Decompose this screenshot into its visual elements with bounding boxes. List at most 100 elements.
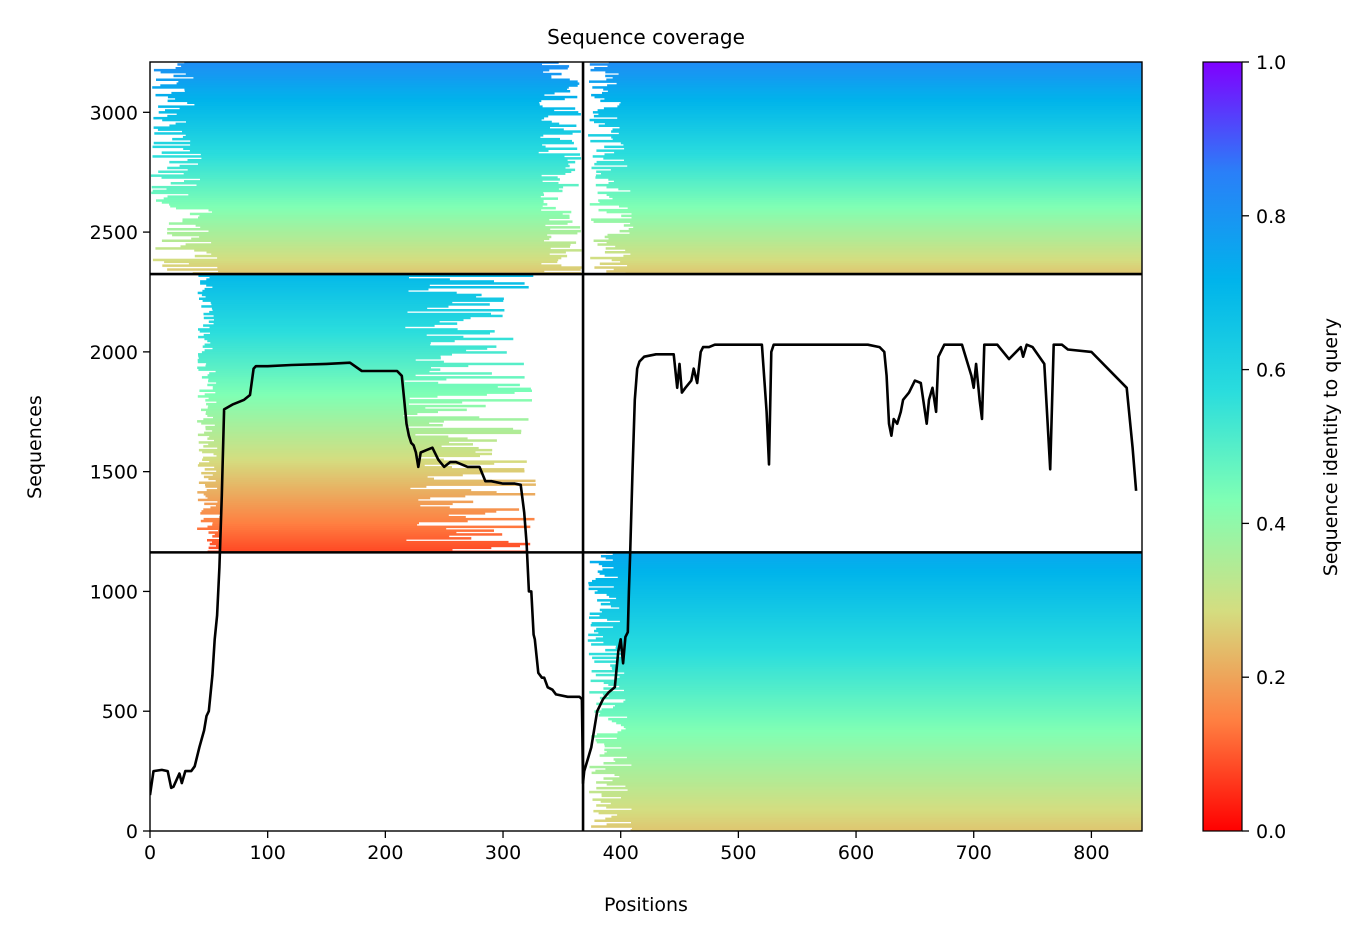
coverage-line — [150, 343, 1138, 796]
coverage-row — [591, 93, 1142, 97]
coverage-row — [202, 345, 497, 348]
coverage-row — [601, 794, 1142, 798]
coverage-row — [594, 629, 1142, 633]
coverage-row — [209, 542, 531, 546]
coverage-row — [613, 566, 1142, 569]
coverage-row — [212, 210, 572, 214]
coverage-row — [194, 254, 568, 258]
coverage-row — [615, 645, 1142, 648]
coverage-row — [202, 289, 409, 293]
coverage-row — [613, 268, 1142, 271]
coverage-row — [605, 817, 1142, 821]
coverage-row — [613, 625, 1142, 629]
coverage-row — [611, 719, 1142, 723]
coverage-row — [212, 286, 529, 289]
coverage-row — [207, 539, 407, 542]
coverage-row — [220, 537, 472, 540]
coverage-row — [206, 410, 438, 414]
coverage-row — [153, 126, 550, 129]
coverage-row — [597, 243, 1142, 246]
coverage-row — [155, 93, 545, 97]
coverage-row — [198, 162, 569, 166]
coverage-row — [617, 731, 1142, 734]
coverage-row — [604, 235, 1142, 239]
heatmap-blocks — [150, 62, 1142, 831]
x-axis-label: Positions — [604, 894, 688, 916]
coverage-row — [592, 86, 1142, 89]
coverage-row — [598, 113, 1142, 116]
heat-block-1 — [587, 551, 1142, 831]
coverage-row — [202, 299, 504, 302]
coverage-row — [627, 164, 1142, 168]
coverage-row — [619, 229, 1142, 233]
coverage-row — [624, 689, 1142, 692]
coverage-row — [599, 608, 1142, 612]
coverage-row — [207, 339, 455, 343]
coverage-row — [182, 130, 581, 133]
coverage-row — [221, 514, 449, 517]
coverage-row — [183, 147, 578, 150]
coverage-row — [619, 775, 1142, 778]
coverage-row — [598, 714, 1142, 717]
coverage-row — [182, 220, 573, 223]
coverage-row — [205, 364, 469, 368]
coverage-row — [206, 362, 524, 366]
coverage-row — [624, 671, 1142, 675]
coverage-row — [206, 284, 430, 287]
coverage-row — [596, 149, 1142, 152]
coverage-row — [625, 727, 1142, 730]
coverage-row — [589, 612, 1142, 615]
coverage-row — [213, 416, 480, 419]
x-tick-label: 200 — [367, 842, 403, 864]
colorbar: 0.0 0.2 0.4 0.6 0.8 1.0 Sequence identity to … — [1202, 52, 1342, 843]
coverage-row — [594, 95, 1142, 99]
coverage-row — [613, 706, 1142, 709]
coverage-row — [617, 116, 1142, 120]
coverage-row — [629, 231, 1142, 235]
coverage-row — [212, 385, 498, 389]
coverage-row — [594, 660, 1142, 663]
coverage-row — [203, 517, 535, 521]
coverage-row — [620, 723, 1142, 727]
coverage-row — [199, 214, 570, 218]
coverage-row — [605, 556, 1142, 560]
coverage-row — [198, 216, 570, 219]
coverage-row — [606, 78, 1142, 81]
coverage-row — [594, 67, 1142, 70]
coverage-row — [610, 604, 1142, 608]
coverage-row — [167, 231, 578, 235]
coverage-row — [201, 422, 430, 425]
coverage-row — [621, 746, 1142, 750]
coverage-row — [611, 136, 1142, 139]
coverage-row — [161, 176, 558, 179]
coverage-row — [213, 314, 503, 318]
coverage-row — [595, 183, 1142, 187]
coverage-row — [596, 786, 1142, 790]
coverage-row — [203, 333, 427, 337]
coverage-row — [604, 122, 1142, 126]
x-tick-label: 0 — [144, 842, 156, 864]
coverage-row — [188, 193, 545, 196]
colorbar-tick-label: 0.6 — [1256, 360, 1286, 382]
coverage-row — [589, 63, 1142, 66]
coverage-row — [604, 574, 1142, 577]
coverage-row — [208, 378, 447, 381]
coverage-row — [588, 583, 1142, 587]
coverage-row — [218, 548, 453, 552]
coverage-row — [601, 610, 1142, 614]
coverage-row — [215, 479, 536, 483]
coverage-row — [623, 700, 1142, 704]
coverage-row — [593, 809, 1142, 813]
coverage-row — [207, 437, 468, 440]
coverage-row — [612, 779, 1142, 782]
coverage-row — [212, 347, 488, 350]
coverage-row — [596, 733, 1142, 736]
coverage-row — [202, 458, 444, 461]
coverage-row — [595, 769, 1142, 773]
coverage-row — [160, 84, 578, 87]
coverage-row — [608, 694, 1142, 698]
coverage-row — [615, 677, 1142, 681]
coverage-row — [197, 360, 444, 364]
coverage-row — [200, 282, 525, 285]
coverage-row — [619, 685, 1142, 688]
